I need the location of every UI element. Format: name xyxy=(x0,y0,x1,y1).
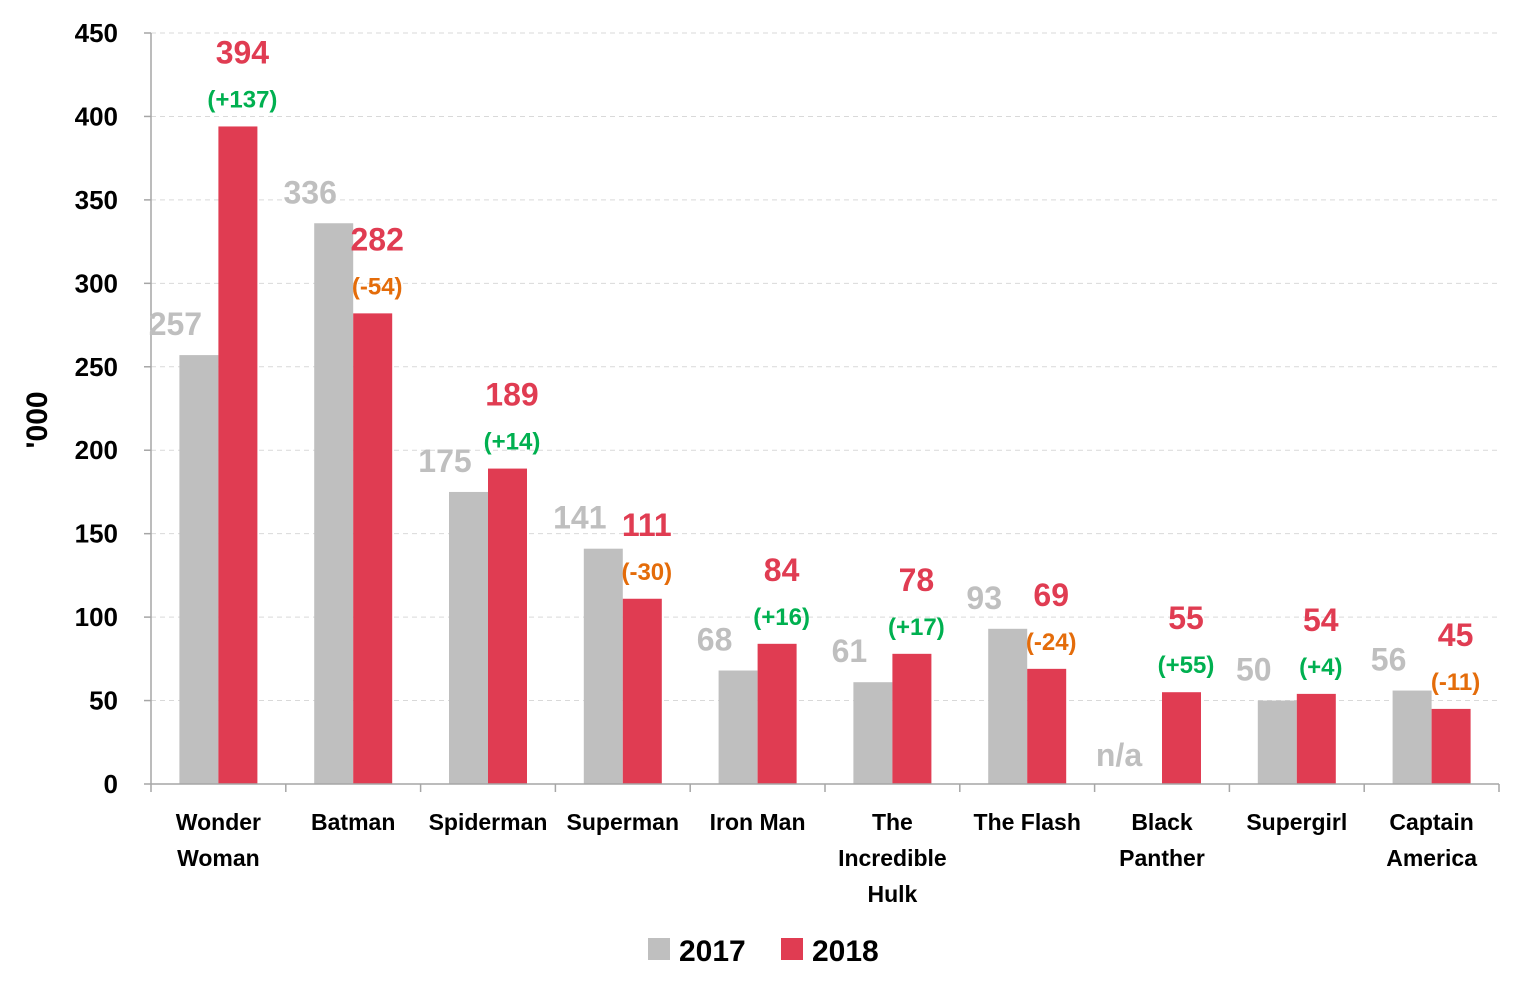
change-label: (+14) xyxy=(484,429,541,456)
value-label-2018: 282 xyxy=(351,221,404,257)
value-label-2018: 84 xyxy=(764,552,800,588)
x-category-label: Superman xyxy=(567,809,679,835)
bar-2017 xyxy=(179,355,219,784)
bar-2017 xyxy=(583,548,623,784)
change-label: (-30) xyxy=(621,559,672,586)
legend-label-2017: 2017 xyxy=(679,935,746,968)
y-tick-label: 150 xyxy=(75,519,118,549)
y-tick-label: 100 xyxy=(75,602,118,632)
y-tick-label: 400 xyxy=(75,101,118,131)
data-labels: 257 394 (+137) 336 282 (-54) 175 189 (+14) 141 111… xyxy=(149,34,1481,773)
change-label: (+17) xyxy=(888,614,945,641)
y-tick-label: 50 xyxy=(89,686,118,716)
y-tick-label: 350 xyxy=(75,185,118,215)
x-category-label: The xyxy=(872,809,913,835)
value-label-2017: 61 xyxy=(832,633,868,669)
bars xyxy=(179,126,1471,785)
value-label-2018: 111 xyxy=(622,507,672,543)
bar-2018 xyxy=(218,126,258,785)
value-label-2018: 54 xyxy=(1303,602,1339,638)
value-label-2017: 175 xyxy=(418,443,471,479)
bar-2017 xyxy=(988,628,1028,784)
value-label-2017: 50 xyxy=(1236,652,1272,688)
y-tick-label: 450 xyxy=(75,18,118,48)
value-label-2017: 68 xyxy=(697,622,733,658)
bar-2018 xyxy=(757,643,797,784)
bar-2017 xyxy=(718,670,758,784)
y-tick-label: 250 xyxy=(75,352,118,382)
y-tick-label: 300 xyxy=(75,268,118,298)
change-label: (-11) xyxy=(1431,669,1480,696)
y-tick-label: 0 xyxy=(104,769,118,799)
value-label-2017: n/a xyxy=(1096,737,1142,773)
legend-swatch-2017 xyxy=(648,938,670,960)
bar-2017 xyxy=(853,682,893,784)
value-label-2017: 56 xyxy=(1371,642,1407,678)
bar-2018 xyxy=(892,653,932,784)
legend: 2017 2018 xyxy=(648,935,879,968)
x-category-label: Woman xyxy=(177,845,260,871)
x-category-label: Captain xyxy=(1389,809,1473,835)
bar-2018 xyxy=(353,313,393,784)
value-label-2018: 78 xyxy=(899,562,935,598)
x-category-label: Hulk xyxy=(867,881,917,907)
bar-2017 xyxy=(1257,700,1297,784)
value-label-2017: 336 xyxy=(284,174,337,210)
value-label-2018: 69 xyxy=(1033,577,1069,613)
x-category-label: The Flash xyxy=(974,809,1081,835)
y-tick-label: 200 xyxy=(75,435,118,465)
axes: 0 50 100 150 200 250 300 350 400 450 Wonder Woman Ba… xyxy=(75,18,1500,907)
legend-label-2018: 2018 xyxy=(812,935,879,968)
bar-2017 xyxy=(314,223,354,785)
y-axis-label: '000 xyxy=(21,391,54,448)
change-label: (+4) xyxy=(1299,654,1342,681)
bar-2018 xyxy=(1296,693,1336,784)
value-label-2018: 55 xyxy=(1168,600,1204,636)
change-label: (+16) xyxy=(753,604,810,631)
value-label-2017: 141 xyxy=(553,500,606,536)
value-label-2018: 189 xyxy=(485,377,538,413)
bar-2018 xyxy=(1431,708,1471,784)
value-label-2017: 257 xyxy=(149,306,202,342)
x-category-label: Batman xyxy=(311,809,395,835)
change-label: (-54) xyxy=(352,273,403,300)
value-label-2018: 45 xyxy=(1438,617,1474,653)
change-label: (+137) xyxy=(207,86,277,113)
x-category-label: Wonder xyxy=(176,809,261,835)
bar-2018 xyxy=(488,468,527,784)
x-category-label: Incredible xyxy=(838,845,947,871)
x-category-label: Spiderman xyxy=(429,809,548,835)
x-category-label: Panther xyxy=(1119,845,1205,871)
bar-2017 xyxy=(1392,690,1432,784)
x-category-label: Iron Man xyxy=(710,809,806,835)
value-label-2018: 394 xyxy=(216,34,270,70)
x-category-label: Supergirl xyxy=(1246,809,1347,835)
bar-2018 xyxy=(1027,668,1067,784)
x-category-label: Black xyxy=(1131,809,1193,835)
value-label-2017: 93 xyxy=(966,580,1002,616)
bar-2017 xyxy=(449,491,488,784)
bar-2018 xyxy=(1162,692,1201,784)
change-label: (+55) xyxy=(1158,652,1215,679)
change-label: (-24) xyxy=(1026,629,1077,656)
bar-2018 xyxy=(622,598,662,784)
x-category-label: America xyxy=(1386,845,1477,871)
legend-swatch-2018 xyxy=(781,938,803,960)
